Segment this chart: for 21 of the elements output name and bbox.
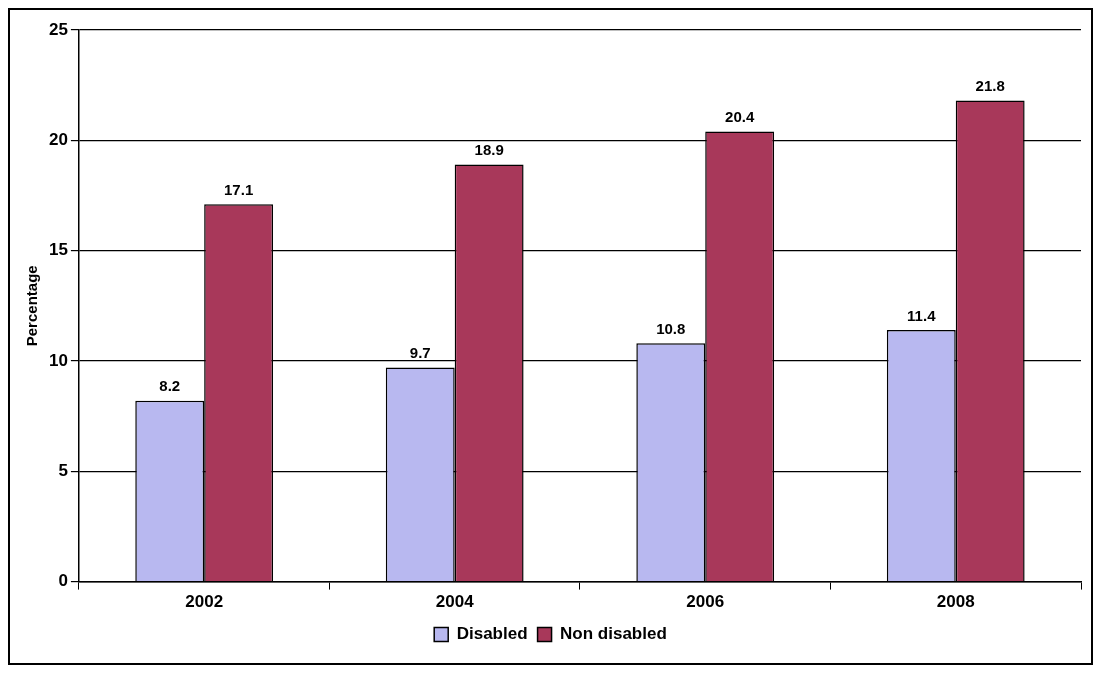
y-tick-label: 5: [58, 460, 68, 480]
y-tick-label: 10: [48, 350, 68, 370]
x-tick-label: 2004: [435, 592, 475, 612]
y-tick-label: 25: [48, 19, 68, 39]
y-tick-label: 20: [48, 130, 68, 150]
data-label: 9.7: [409, 344, 431, 362]
data-label: 10.8: [656, 319, 686, 337]
y-tick-label: 0: [58, 571, 68, 591]
x-tick-label: 2006: [686, 592, 725, 612]
data-label: 18.9: [474, 141, 504, 159]
data-label: 21.8: [975, 77, 1005, 95]
y-axis-title: Percentage: [23, 265, 41, 347]
legend-label: Non disabled: [560, 624, 667, 644]
x-tick-label: 2008: [936, 592, 975, 612]
x-tick-label: 2002: [185, 592, 224, 612]
data-label: 20.4: [725, 108, 755, 126]
legend-label: Disabled: [456, 624, 528, 644]
data-label: 11.4: [907, 306, 937, 324]
y-tick-label: 15: [48, 240, 68, 260]
data-label: 8.2: [159, 377, 181, 395]
data-label: 17.1: [224, 180, 254, 198]
